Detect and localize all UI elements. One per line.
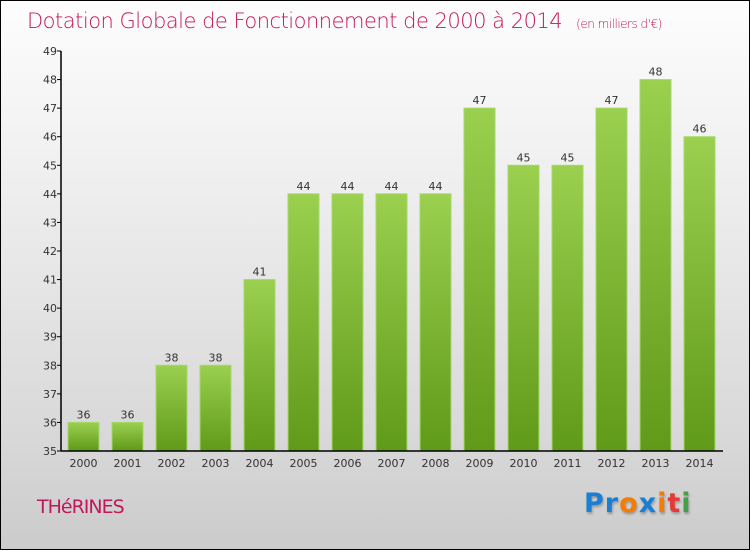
y-tick-label: 38 bbox=[43, 359, 57, 372]
y-tick-label: 42 bbox=[43, 245, 57, 258]
data-label: 46 bbox=[693, 123, 707, 136]
data-label: 44 bbox=[341, 180, 355, 193]
bar-2000 bbox=[67, 421, 100, 452]
y-tick-label: 47 bbox=[43, 102, 57, 115]
commune-name: THéRINES bbox=[37, 496, 125, 518]
data-label: 47 bbox=[605, 94, 619, 107]
bar-2007 bbox=[375, 193, 408, 452]
y-tick-label: 44 bbox=[43, 188, 57, 201]
data-label: 38 bbox=[165, 351, 179, 364]
x-tick-label: 2009 bbox=[466, 457, 494, 470]
x-tick-label: 2013 bbox=[642, 457, 670, 470]
y-tick-label: 37 bbox=[43, 388, 57, 401]
logo-letter: r bbox=[604, 488, 620, 519]
logo-letter: o bbox=[619, 488, 639, 519]
bar-2002 bbox=[155, 364, 188, 452]
x-tick-label: 2005 bbox=[290, 457, 318, 470]
y-tick-label: 39 bbox=[43, 331, 57, 344]
data-label: 38 bbox=[209, 351, 223, 364]
bar-2001 bbox=[111, 421, 144, 452]
y-tick-label: 36 bbox=[43, 416, 57, 429]
bar-2014 bbox=[683, 136, 716, 452]
title-text: Dotation Globale de Fonctionnement de 20… bbox=[27, 9, 563, 33]
data-label: 45 bbox=[561, 151, 575, 164]
data-label: 44 bbox=[429, 180, 443, 193]
y-tick-label: 40 bbox=[43, 302, 57, 315]
y-tick-label: 41 bbox=[43, 274, 57, 287]
data-label: 36 bbox=[121, 408, 135, 421]
logo-letter: t bbox=[667, 488, 682, 519]
logo-letter: i bbox=[681, 488, 692, 519]
bar-2009 bbox=[463, 107, 496, 452]
bar-2011 bbox=[551, 164, 584, 452]
y-tick-label: 35 bbox=[43, 445, 57, 458]
x-tick-label: 2004 bbox=[246, 457, 274, 470]
bar-2004 bbox=[243, 279, 276, 452]
logo-letter: x bbox=[638, 488, 658, 519]
data-label: 44 bbox=[385, 180, 399, 193]
y-tick-label: 48 bbox=[43, 74, 57, 87]
x-tick-label: 2006 bbox=[334, 457, 362, 470]
logo-letter: P bbox=[584, 488, 605, 519]
data-label: 48 bbox=[649, 66, 663, 79]
bar-2006 bbox=[331, 193, 364, 452]
x-tick-label: 2012 bbox=[598, 457, 626, 470]
data-label: 36 bbox=[77, 408, 91, 421]
bar-2005 bbox=[287, 193, 320, 452]
x-tick-label: 2001 bbox=[114, 457, 142, 470]
x-tick-label: 2003 bbox=[202, 457, 230, 470]
bar-2012 bbox=[595, 107, 628, 452]
data-label: 44 bbox=[297, 180, 311, 193]
bar-2008 bbox=[419, 193, 452, 452]
x-tick-label: 2008 bbox=[422, 457, 450, 470]
bar-2013 bbox=[639, 79, 672, 452]
x-tick-label: 2014 bbox=[686, 457, 714, 470]
data-label: 41 bbox=[253, 266, 267, 279]
logo-letter: i bbox=[657, 488, 668, 519]
data-label: 47 bbox=[473, 94, 487, 107]
chart-title: Dotation Globale de Fonctionnement de 20… bbox=[27, 9, 662, 33]
x-tick-label: 2007 bbox=[378, 457, 406, 470]
y-tick-label: 49 bbox=[43, 45, 57, 58]
x-tick-label: 2010 bbox=[510, 457, 538, 470]
bar-2003 bbox=[199, 364, 232, 452]
bar-2010 bbox=[507, 164, 540, 452]
chart-subtitle: (en milliers d'€) bbox=[576, 17, 662, 31]
proxiti-logo: Proxiti bbox=[584, 488, 692, 519]
x-tick-label: 2011 bbox=[554, 457, 582, 470]
data-label: 45 bbox=[517, 151, 531, 164]
x-tick-label: 2002 bbox=[158, 457, 186, 470]
y-tick-label: 45 bbox=[43, 159, 57, 172]
y-tick-label: 46 bbox=[43, 131, 57, 144]
x-tick-label: 2000 bbox=[70, 457, 98, 470]
y-tick-label: 43 bbox=[43, 216, 57, 229]
